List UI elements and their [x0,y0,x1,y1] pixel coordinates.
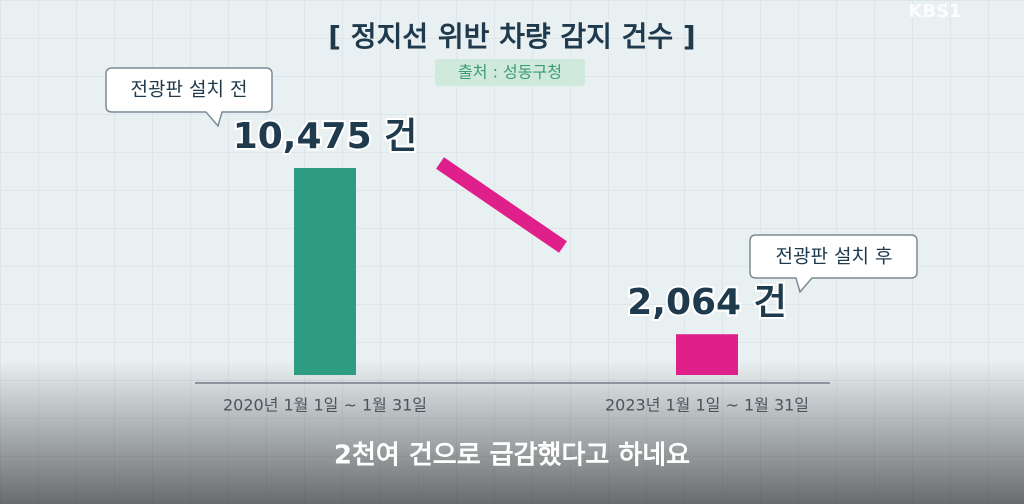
annotation: 전광판 설치 전 [131,79,248,101]
bar [676,334,738,375]
chart-title: [ 정지선 위반 차량 감지 건수 ] [328,20,695,53]
subtitle: 출처 : 성동구청 [458,63,562,82]
trend-stroke [436,157,567,253]
x-tick-label: 2020년 1월 1일 ~ 1월 31일 [223,396,427,415]
bar [294,168,356,375]
caption-shade [0,360,1024,504]
x-tick-label: 2023년 1월 1일 ~ 1월 31일 [605,396,809,415]
callout-box [105,67,273,128]
value-label: 10,475 건 [233,116,418,157]
logo: KBS1 [908,1,961,22]
caption: 2천여 건으로 급감했다고 하네요 [334,441,690,471]
value-label: 2,064 건 [627,282,787,323]
callout-box [749,234,918,294]
annotation: 전광판 설치 후 [776,246,893,268]
subtitle-box [435,59,585,86]
